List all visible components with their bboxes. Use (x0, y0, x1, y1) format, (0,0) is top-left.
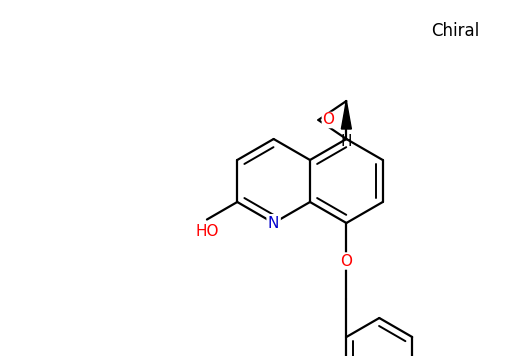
Text: H: H (340, 134, 352, 149)
Text: HO: HO (195, 224, 219, 239)
Text: O: O (323, 112, 334, 127)
Text: O: O (340, 253, 352, 268)
Text: N: N (268, 215, 280, 230)
Text: Chiral: Chiral (431, 22, 479, 40)
Polygon shape (342, 101, 351, 129)
